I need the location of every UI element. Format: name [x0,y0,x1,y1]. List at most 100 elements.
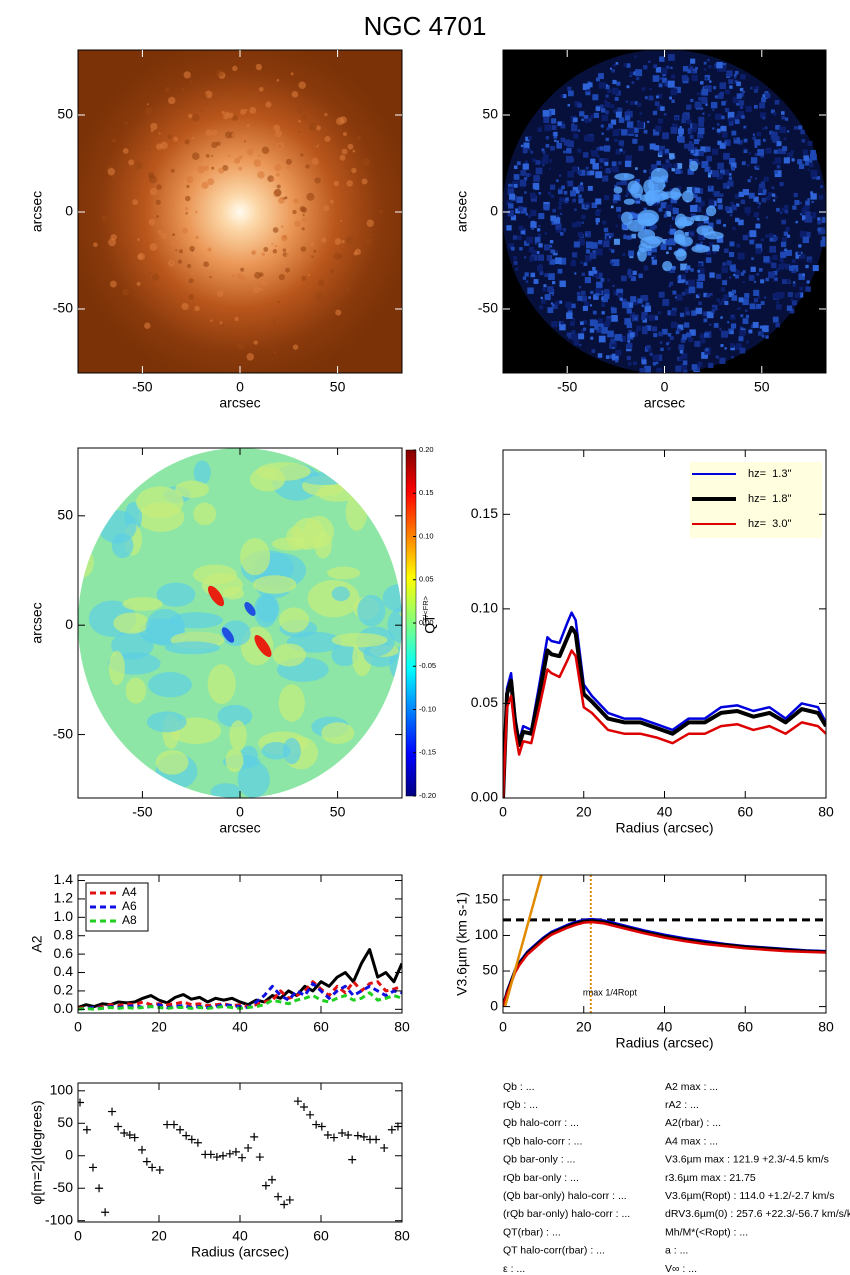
image-arm [646,189,668,202]
image-speckle [755,243,763,251]
image-speckle [717,132,720,135]
image-speckle [805,200,810,206]
image-speckle [558,202,562,206]
image-speckle [774,170,778,174]
image-speckle [324,112,328,117]
image-speckle [798,163,805,170]
image-speckle [737,111,745,118]
image-speckle [662,72,666,77]
panel: -50 0 50-50050arcsecarcsec0.200.150.100.05… [29,445,436,836]
image-speckle [567,140,574,148]
image-arm [637,209,660,226]
image-speckle [740,314,744,318]
x-tick-label: 60 [737,804,753,820]
image-speckle [535,167,543,175]
image-speckle [595,106,601,112]
image-speckle [662,298,670,306]
image-speckle [783,157,790,164]
image-speckle [730,330,734,335]
image-speckle [205,129,213,136]
image-speckle [710,101,718,109]
image-speckle [555,226,562,233]
parameter: a : ... [665,1245,688,1257]
image-speckle [677,128,684,135]
image-speckle [626,63,631,68]
map-blob [252,575,297,594]
image-speckle [734,270,741,277]
image-speckle [558,205,562,210]
image-speckle [587,82,593,88]
image-speckle [364,238,372,246]
image-speckle [330,199,334,204]
image-speckle [286,164,291,170]
image-speckle [628,250,635,257]
image-speckle [528,247,535,253]
image-speckle [618,128,622,131]
image-speckle [739,329,746,336]
image-speckle [632,270,637,276]
image-speckle [559,257,567,265]
image-speckle [772,270,778,276]
image-speckle [697,222,703,229]
map-feature [244,602,256,616]
image-speckle [583,114,589,120]
image-speckle [698,301,702,306]
image-speckle [537,233,542,238]
image-speckle [610,119,617,125]
image-speckle [761,127,765,130]
image-speckle [211,141,218,149]
image-speckle [522,163,529,170]
image-speckle [241,135,248,141]
image-speckle [693,138,699,145]
image-speckle [571,252,578,258]
point [280,1200,289,1209]
map-feature [221,627,235,643]
x-tick-label: 0 [499,1019,507,1035]
image-speckle [758,268,763,272]
image-speckle [674,296,678,299]
image-speckle [541,299,546,304]
image-speckle [731,267,736,272]
image-speckle [755,248,762,255]
image-speckle [641,294,649,302]
image-speckle [567,309,573,315]
parameter: Qb halo-corr : ... [503,1117,579,1129]
image-speckle [527,287,534,294]
image-speckle [778,292,785,299]
image-speckle [679,126,682,129]
parameter: rQb halo-corr : ... [503,1135,582,1147]
image-speckle [684,307,689,312]
image-speckle [601,303,606,307]
image-speckle [629,332,635,338]
image-arm [613,186,623,194]
x-tick-label: 80 [818,1019,834,1035]
image-speckle [605,167,612,174]
image-speckle [592,94,599,101]
image-speckle [589,170,595,176]
image-speckle [642,326,648,332]
image-speckle [690,232,694,236]
x-tick-label: 40 [232,1019,248,1035]
x-tick-label: 80 [394,1019,410,1035]
map-blob [222,586,245,600]
image-speckle [577,103,582,108]
image-speckle [692,70,696,74]
image-speckle [749,176,753,179]
image-speckle [809,153,817,161]
image-speckle [591,202,598,209]
image-speckle [156,215,160,218]
image-speckle [821,229,826,234]
image-speckle [754,104,758,109]
image-speckle [717,162,724,170]
image-speckle [273,124,281,132]
image-speckle [542,110,550,117]
image-speckle [756,165,760,168]
image-speckle [510,215,517,221]
image-speckle [647,120,650,123]
image-speckle [802,149,808,155]
image-speckle [185,206,189,211]
map-blob [326,566,361,580]
point [212,1153,221,1162]
y-tick-label: -50 [53,1179,73,1195]
image-speckle [188,113,193,119]
